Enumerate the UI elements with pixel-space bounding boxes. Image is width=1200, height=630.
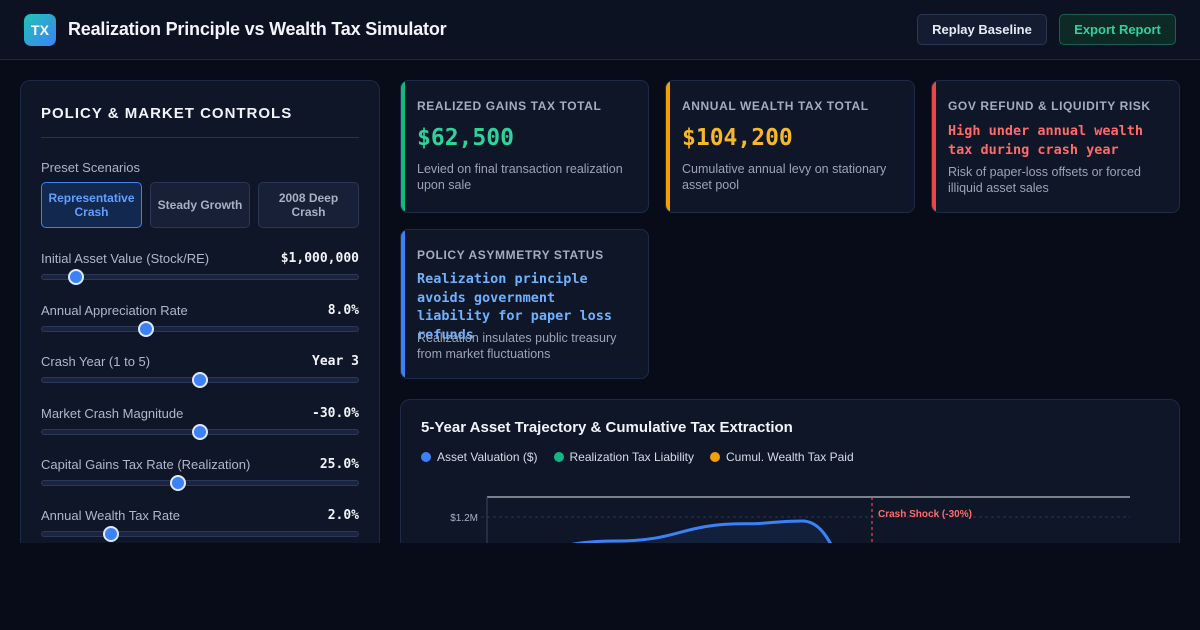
- slider-thumb[interactable]: [137, 321, 154, 337]
- slider-thumb[interactable]: [192, 424, 208, 440]
- slider-value: 25.0%: [319, 457, 359, 472]
- slider-thumb[interactable]: [192, 372, 208, 388]
- annual-wealth-tax-value: $104,200: [682, 125, 793, 151]
- slider-track[interactable]: [41, 274, 359, 280]
- legend-dot: [553, 452, 564, 462]
- initial-asset-value-slider: Initial Asset Value (Stock/RE) $1,000,00…: [41, 251, 359, 291]
- asset-valuation-line: [571, 519, 832, 543]
- slider-track[interactable]: [41, 480, 359, 486]
- realized-gains-tax-value: $62,500: [417, 125, 514, 151]
- slider-track[interactable]: [41, 531, 359, 537]
- slider-value: -30.0%: [312, 406, 359, 421]
- legend-dot: [421, 452, 431, 462]
- card-label: POLICY ASYMMETRY STATUS: [417, 248, 604, 262]
- controls-divider: [41, 137, 359, 138]
- slider-label: Capital Gains Tax Rate (Realization): [41, 457, 251, 472]
- capital-gains-tax-rate-slider: Capital Gains Tax Rate (Realization) 25.…: [41, 457, 359, 497]
- card-label: GOV REFUND & LIQUIDITY RISK: [948, 99, 1151, 113]
- slider-value: 8.0%: [327, 303, 359, 318]
- slider-label: Annual Appreciation Rate: [41, 303, 188, 318]
- card-accent: [932, 81, 936, 212]
- card-description: Realization insulates public treasury fr…: [417, 331, 617, 361]
- legend-dot: [710, 452, 721, 462]
- slider-thumb[interactable]: [102, 526, 119, 542]
- annual-wealth-tax-card: ANNUAL WEALTH TAX TOTAL $104,200 Cumulat…: [665, 80, 915, 213]
- app-logo: TX: [24, 14, 56, 46]
- card-description: Risk of paper-loss offsets or forced ill…: [948, 165, 1141, 195]
- controls-title: POLICY & MARKET CONTROLS: [41, 105, 293, 122]
- asset-trajectory-chart-panel: 5-Year Asset Trajectory & Cumulative Tax…: [400, 399, 1180, 543]
- slider-label: Crash Year (1 to 5): [41, 354, 151, 369]
- annual-wealth-tax-rate-slider: Annual Wealth Tax Rate 2.0%: [41, 508, 359, 543]
- slider-value: Year 3: [312, 354, 359, 369]
- realized-gains-tax-card: REALIZED GAINS TAX TOTAL $62,500 Levied …: [400, 80, 649, 213]
- chart-plot: $1.2M Crash Shock (-30%): [450, 496, 1130, 543]
- preset-representative-crash-button[interactable]: Representative Crash: [41, 182, 142, 228]
- chart-legend: Asset Valuation ($) Realization Tax Liab…: [421, 450, 854, 464]
- preset-scenarios-label: Preset Scenarios: [41, 160, 140, 175]
- legend-label: Realization Tax Liability: [569, 450, 695, 464]
- crash-year-slider: Crash Year (1 to 5) Year 3: [41, 354, 359, 394]
- legend-item-realization-tax[interactable]: Realization Tax Liability: [553, 450, 695, 464]
- chart-title: 5-Year Asset Trajectory & Cumulative Tax…: [421, 419, 793, 436]
- replay-baseline-button[interactable]: Replay Baseline: [917, 14, 1047, 45]
- legend-item-wealth-tax[interactable]: Cumul. Wealth Tax Paid: [710, 450, 854, 464]
- policy-asymmetry-value: Realization principle avoids government …: [417, 271, 613, 343]
- card-accent: [401, 230, 405, 378]
- annual-appreciation-rate-slider: Annual Appreciation Rate 8.0%: [41, 303, 359, 343]
- legend-label: Asset Valuation ($): [437, 450, 538, 464]
- crash-annotation: Crash Shock (-30%): [878, 509, 972, 520]
- slider-thumb[interactable]: [169, 475, 186, 491]
- liquidity-risk-card: GOV REFUND & LIQUIDITY RISK High under a…: [931, 80, 1180, 213]
- slider-thumb[interactable]: [67, 269, 84, 285]
- legend-label: Cumul. Wealth Tax Paid: [726, 450, 854, 464]
- card-description: Cumulative annual levy on stationary ass…: [682, 162, 887, 192]
- slider-label: Initial Asset Value (Stock/RE): [41, 251, 210, 266]
- preset-2008-deep-crash-button[interactable]: 2008 Deep Crash: [258, 182, 359, 228]
- card-accent: [666, 81, 670, 212]
- card-accent: [401, 81, 405, 212]
- card-label: ANNUAL WEALTH TAX TOTAL: [682, 99, 869, 113]
- legend-item-asset-valuation[interactable]: Asset Valuation ($): [421, 450, 538, 464]
- slider-label: Market Crash Magnitude: [41, 406, 184, 421]
- slider-value: 2.0%: [327, 508, 359, 523]
- market-crash-magnitude-slider: Market Crash Magnitude -30.0%: [41, 406, 359, 446]
- policy-controls-panel: POLICY & MARKET CONTROLS Preset Scenario…: [20, 80, 380, 543]
- liquidity-risk-value: High under annual wealth tax during cras…: [948, 123, 1144, 158]
- card-description: Levied on final transaction realization …: [417, 162, 623, 192]
- policy-asymmetry-card: POLICY ASYMMETRY STATUS Realization prin…: [400, 229, 649, 379]
- y-tick-label: $1.2M: [450, 513, 478, 524]
- export-report-button[interactable]: Export Report: [1059, 14, 1176, 45]
- card-label: REALIZED GAINS TAX TOTAL: [417, 99, 602, 113]
- preset-steady-growth-button[interactable]: Steady Growth: [150, 182, 250, 228]
- slider-label: Annual Wealth Tax Rate: [41, 508, 180, 523]
- app-header: TX Realization Principle vs Wealth Tax S…: [0, 0, 1200, 60]
- slider-track[interactable]: [41, 326, 359, 332]
- app-title: Realization Principle vs Wealth Tax Simu…: [68, 19, 447, 39]
- slider-value: $1,000,000: [280, 251, 359, 266]
- asset-valuation-area: [581, 521, 831, 543]
